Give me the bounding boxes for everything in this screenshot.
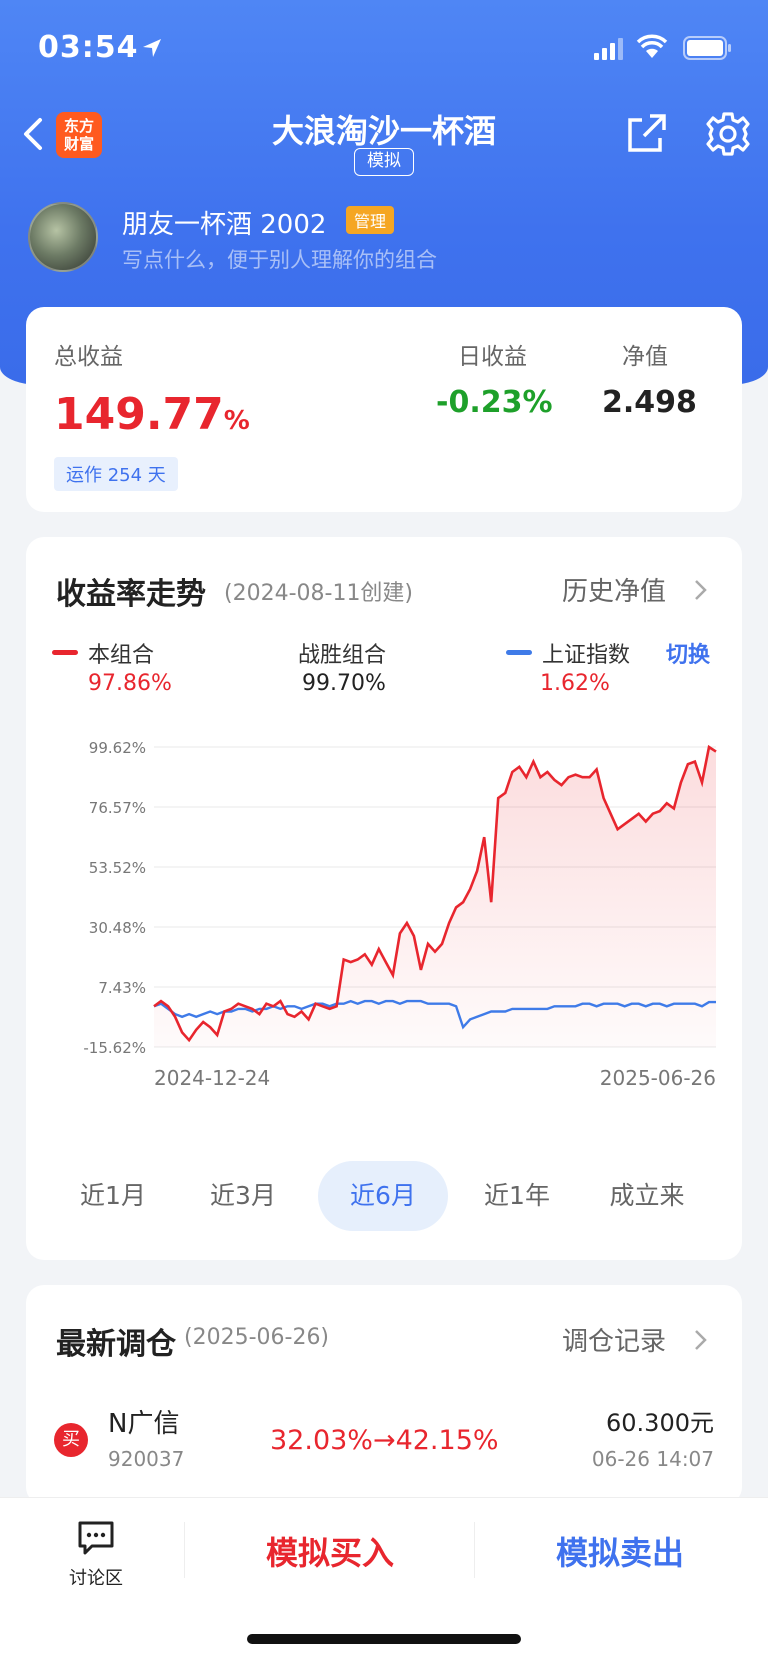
daily-return-value: -0.23% [436, 385, 553, 420]
rebalance-records-link[interactable]: 调仓记录 [562, 1327, 667, 1357]
period-tabs: 近1月 近3月 近6月 近1年 成立来 [26, 1161, 742, 1231]
trade-time: 06-26 14:07 [591, 1447, 714, 1471]
x-tick-start: 2024-12-24 [154, 1066, 270, 1090]
simulated-buy-button[interactable]: 模拟买入 [265, 1534, 394, 1572]
page-title: 大浪淘沙一杯酒 [271, 112, 496, 150]
legend-name-index: 上证指数 [542, 643, 631, 668]
tab-period-4[interactable]: 近1年 [484, 1181, 550, 1210]
daily-return-label: 日收益 [458, 344, 527, 370]
rebalance-title: 最新调仓 [56, 1327, 176, 1362]
y-tick-label: 30.48% [89, 919, 146, 937]
position-change: 32.03%→42.15% [270, 1425, 499, 1456]
created-date: (2024-08-11创建) [224, 581, 414, 606]
latest-rebalance-card: 最新调仓 (2025-06-26) 调仓记录 买 N广信 920037 32.0… [26, 1285, 742, 1505]
return-trend-card: 收益率走势 (2024-08-11创建) 历史净值 本组合 97.86% 战胜组… [26, 537, 742, 1260]
legend-swatch-portfolio [52, 650, 78, 655]
location-arrow-icon [143, 39, 161, 57]
trend-title: 收益率走势 [56, 577, 206, 612]
simulated-sell-button[interactable]: 模拟卖出 [555, 1534, 684, 1572]
owner-name: 朋友一杯酒 2002 [122, 210, 327, 240]
legend-name-portfolio: 本组合 [88, 643, 155, 668]
chevron-right-icon [695, 580, 707, 600]
chevron-right-icon [695, 1330, 707, 1350]
y-tick-label: 53.52% [89, 859, 146, 877]
index-line [153, 999, 716, 1030]
discussion-button[interactable]: 讨论区 [56, 1520, 136, 1590]
logo-text-2: 财富 [63, 135, 94, 153]
legend-value-portfolio: 97.86% [88, 671, 172, 696]
app-logo: 东方 财富 [56, 112, 102, 158]
home-indicator [247, 1634, 521, 1644]
buy-badge: 买 [54, 1423, 88, 1457]
total-return-unit: % [223, 406, 250, 436]
summary-card: 总收益 149.77% 运作 254 天 日收益 -0.23% 净值 2.498 [26, 307, 742, 512]
tab-period-3[interactable]: 近6月 [318, 1161, 448, 1231]
total-return-number: 149.77 [54, 389, 224, 440]
discussion-label: 讨论区 [69, 1568, 123, 1589]
y-tick-label: 99.62% [89, 739, 146, 757]
divider [184, 1522, 185, 1578]
stock-name[interactable]: N广信 [108, 1409, 180, 1439]
status-bar: 03:54 [0, 0, 768, 100]
y-tick-label: -15.62% [83, 1039, 146, 1057]
simulation-badge: 模拟 [354, 148, 414, 176]
legend-name-beaten: 战胜组合 [298, 643, 387, 668]
status-time: 03:54 [38, 30, 139, 65]
y-tick-label: 7.43% [98, 979, 146, 997]
rebalance-date: (2025-06-26) [184, 1325, 330, 1350]
chat-bubble-icon [78, 1521, 114, 1555]
manage-tag[interactable]: 管理 [346, 206, 395, 234]
tab-period-2[interactable]: 近3月 [210, 1181, 276, 1210]
return-chart: 99.62% 76.57% 53.52% 30.48% 7.43% -15.62% 202… [83, 739, 717, 1090]
y-tick-label: 76.57% [89, 799, 146, 817]
switch-benchmark-button[interactable]: 切换 [666, 643, 711, 668]
trade-price: 60.300元 [606, 1409, 714, 1437]
nav-bar: 东方 财富 大浪淘沙一杯酒 模拟 [0, 100, 768, 190]
portfolio-owner: 朋友一杯酒 2002 管理 写点什么，便于别人理解你的组合 [0, 200, 768, 280]
tab-period-5[interactable]: 成立来 [609, 1181, 685, 1210]
divider [474, 1522, 475, 1578]
battery-icon [683, 36, 731, 60]
x-tick-end: 2025-06-26 [600, 1066, 716, 1090]
portfolio-line [153, 744, 717, 1043]
stock-code: 920037 [108, 1447, 185, 1471]
back-arrow-icon[interactable] [16, 114, 52, 154]
legend-value-index: 1.62% [540, 671, 610, 696]
cellular-signal-icon [594, 38, 623, 60]
portfolio-area [154, 747, 716, 1047]
net-value: 2.498 [602, 385, 697, 420]
logo-text-1: 东方 [63, 117, 94, 135]
history-nav-link[interactable]: 历史净值 [562, 577, 667, 607]
tab-period-1[interactable]: 近1月 [80, 1181, 146, 1210]
bottom-action-bar: 讨论区 模拟买入 模拟卖出 [0, 1497, 768, 1663]
running-days: 运作 254 天 [54, 457, 178, 491]
net-value-label: 净值 [622, 344, 668, 370]
portfolio-description[interactable]: 写点什么，便于别人理解你的组合 [122, 248, 437, 272]
share-icon[interactable] [622, 110, 670, 158]
wifi-icon [636, 34, 668, 58]
legend-swatch-index [506, 650, 532, 655]
settings-gear-icon[interactable] [704, 110, 752, 158]
total-return-value: 149.77% [54, 389, 250, 440]
avatar[interactable] [28, 202, 98, 272]
legend-value-beaten: 99.70% [302, 671, 386, 696]
total-return-label: 总收益 [54, 344, 123, 370]
